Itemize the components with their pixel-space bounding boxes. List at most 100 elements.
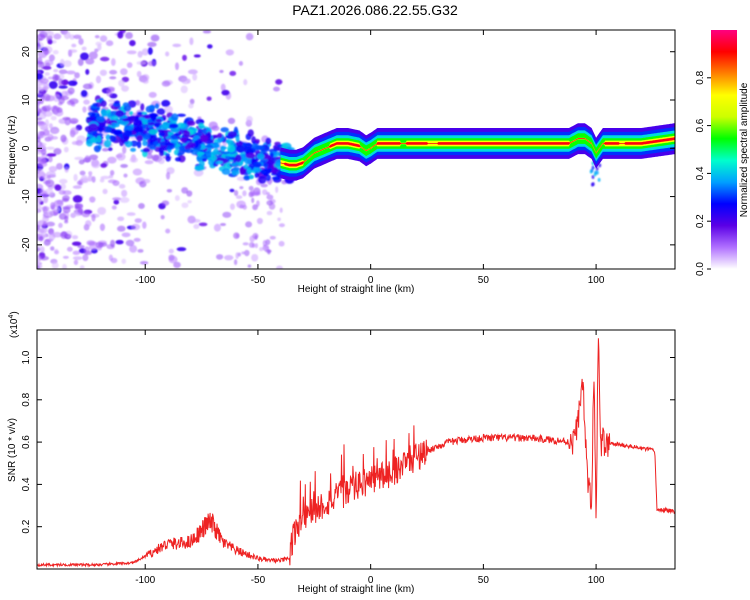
spectrogram-noise-blob	[144, 160, 154, 165]
spectrogram-noise-blob	[38, 235, 44, 242]
spectrogram-noise-blob	[68, 98, 79, 105]
spectrogram-noise-blob	[53, 33, 62, 40]
spectrogram-noise-blob	[129, 39, 136, 47]
spectrogram-signal-blob	[128, 111, 134, 116]
spectrogram-noise-blob	[37, 100, 40, 109]
spectrogram-noise-blob	[168, 248, 174, 254]
spectrogram-noise-blob	[147, 47, 153, 55]
spectrogram-noise-blob	[120, 68, 128, 76]
spectrogram-y-tick-label: 10	[21, 94, 32, 106]
spectrogram-noise-blob	[84, 155, 91, 163]
spectrogram-noise-blob	[58, 85, 68, 89]
snr-y-axis-label: SNR (10 * v/v)	[7, 418, 18, 482]
spectrogram-noise-blob	[172, 43, 182, 48]
spectrogram-noise-blob	[256, 217, 263, 225]
spectrogram-signal-blob	[173, 132, 182, 137]
spectrogram-signal-blob	[234, 154, 242, 163]
spectrogram-noise-blob	[174, 195, 180, 202]
spectrogram-signal-blob	[252, 166, 262, 173]
spectrogram-noise-blob	[168, 255, 178, 264]
spectrogram-noise-blob	[82, 254, 89, 262]
spectrogram-noise-blob	[126, 62, 133, 69]
snr-x-axis-label: Height of straight line (km)	[298, 584, 415, 595]
spectrogram-noise-blob	[110, 239, 116, 248]
spectrogram-noise-blob	[186, 190, 193, 197]
spectrogram-signal-blob	[247, 167, 252, 175]
spectrogram-noise-blob	[241, 251, 246, 255]
spectrogram-noise-blob	[133, 237, 141, 242]
colorbar-tick-label: 0.6	[695, 118, 706, 132]
spectrogram-signal-blob	[220, 146, 227, 150]
spectrogram-noise-blob	[45, 179, 55, 188]
spectrogram-noise-blob	[40, 61, 45, 70]
spectrogram-noise-blob	[47, 39, 53, 45]
spectrogram-noise-blob	[161, 200, 170, 206]
spectrogram-y-tick-label: -20	[21, 237, 32, 252]
spectrogram-signal-blob	[119, 138, 124, 147]
spectrogram-signal-blob	[208, 159, 214, 166]
spectrogram-noise-blob	[50, 246, 55, 251]
spectrogram-signal-blob	[228, 156, 237, 160]
spectrogram-signal-blob	[277, 144, 283, 148]
spectrogram-signal-blob	[254, 139, 260, 143]
spectrogram-noise-blob	[249, 235, 255, 243]
spectrogram-noise-blob	[245, 33, 254, 41]
spectrogram-noise-blob	[51, 261, 59, 269]
spectrogram-noise-blob	[278, 240, 285, 247]
spectrogram-signal-blob	[258, 175, 267, 184]
spectrogram-noise-blob	[121, 258, 127, 264]
spectrogram-noise-blob	[77, 58, 84, 66]
spectrogram-noise-blob	[165, 228, 171, 234]
spectrogram-noise-blob	[50, 202, 56, 210]
spectrogram-noise-blob	[91, 176, 96, 183]
spectrogram-noise-blob	[50, 115, 57, 121]
spectrogram-noise-blob	[76, 180, 83, 186]
spectrogram-signal-blob	[265, 137, 272, 145]
spectrogram-signal-blob	[111, 115, 119, 121]
spectrogram-frame	[36, 29, 676, 270]
spectrogram-signal-blob	[205, 151, 212, 157]
spectrogram-noise-blob	[46, 146, 55, 150]
spectrogram-noise-blob	[72, 185, 82, 189]
spectrogram-signal-blob	[221, 168, 231, 175]
spectrogram-noise-blob	[62, 195, 70, 201]
spectrogram-signal-blob	[148, 128, 158, 135]
spectrogram-noise-blob	[80, 52, 89, 61]
spectrogram-signal-blob	[154, 103, 160, 109]
spectrogram-noise-blob	[165, 51, 170, 57]
spectrogram-noise-blob	[193, 54, 201, 58]
spectrogram-noise-blob	[219, 222, 227, 227]
snr-y-tick-label: 1.0	[21, 350, 32, 364]
spectrogram-noise-blob	[95, 41, 102, 46]
spectrogram-noise-blob	[85, 69, 90, 75]
spectrogram-noise-blob	[109, 76, 117, 80]
spectrogram-signal-blob	[174, 157, 182, 162]
spectrogram-signal-blob	[187, 120, 196, 126]
spectrogram-signal-blob	[197, 128, 204, 133]
spectrogram-noise-blob	[138, 203, 145, 209]
spectrogram-noise-blob	[53, 105, 58, 110]
spectrogram-noise-blob	[37, 117, 43, 121]
spectrogram-signal-blob	[144, 115, 151, 120]
spectrogram-noise-blob	[67, 80, 78, 87]
spectrogram-signal-blob	[255, 145, 266, 150]
spectrogram-noise-blob	[88, 244, 98, 251]
spectrogram-noise-blob	[175, 62, 180, 71]
spectrogram-signal-blob	[167, 131, 174, 136]
spectrogram-noise-blob	[131, 223, 141, 231]
snr-panel: -100 -50 0 50 100 0.2 0.4 0.6 0.8 1.0 Height of s…	[7, 311, 676, 595]
spectrogram-signal-blob	[91, 112, 97, 116]
spectrogram-noise-blob	[251, 242, 256, 249]
spectrogram-noise-blob	[147, 41, 157, 48]
spectrogram-noise-blob	[81, 211, 91, 218]
spectrogram-signal-blob	[239, 168, 245, 175]
spectrogram-noise-blob	[95, 75, 102, 84]
spectrogram-noise-blob	[147, 60, 157, 67]
spectrogram-signal-blob	[184, 148, 194, 154]
spectrogram-noise-blob	[143, 178, 151, 184]
spectrogram-noise-blob	[37, 264, 40, 269]
spectrogram-noise-blob	[244, 249, 250, 257]
spectrogram-noise-blob	[141, 48, 149, 56]
spectrogram-noise-blob	[72, 256, 83, 261]
